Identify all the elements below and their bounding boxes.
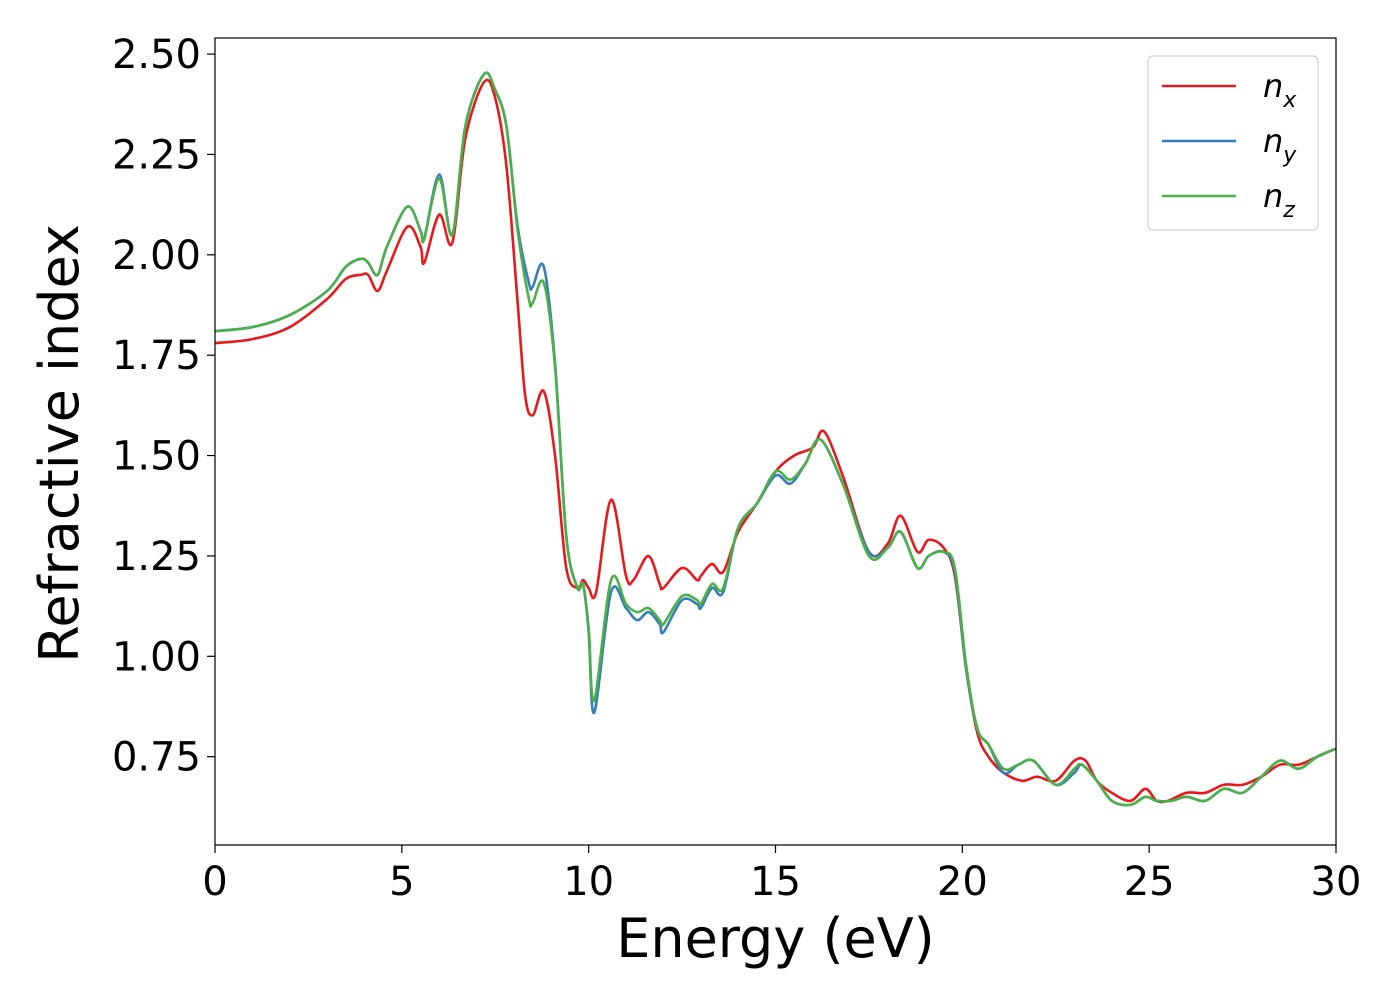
y-tick-label: 1.00 — [112, 634, 201, 680]
legend-label-sub: z — [1282, 198, 1295, 223]
x-tick-label: 15 — [750, 859, 801, 905]
y-axis: 0.75 1.00 1.25 1.50 1.75 2.00 2.25 2.50 — [112, 32, 215, 781]
x-axis-title: Energy (eV) — [616, 907, 935, 970]
y-tick-label: 2.00 — [112, 233, 201, 279]
x-tick-label: 0 — [202, 859, 227, 905]
legend-label: ny — [1263, 122, 1297, 168]
legend-label-main: n — [1263, 177, 1283, 215]
x-tick-label: 30 — [1311, 859, 1362, 905]
x-axis: 0 5 10 15 20 25 30 — [202, 845, 1361, 905]
y-tick-label: 0.75 — [112, 735, 201, 781]
series-line-n-x — [215, 78, 1336, 804]
series-line-n-z — [215, 71, 1336, 807]
y-tick-label: 2.25 — [112, 132, 201, 178]
legend-label-main: n — [1263, 67, 1283, 105]
y-tick-label: 1.25 — [112, 534, 201, 580]
x-tick-label: 25 — [1124, 859, 1175, 905]
legend-label: nx — [1263, 67, 1297, 113]
y-tick-label: 1.75 — [112, 333, 201, 379]
x-tick-label: 20 — [937, 859, 988, 905]
y-tick-label: 2.50 — [112, 32, 201, 78]
x-tick-label: 5 — [389, 859, 414, 905]
legend-label: nz — [1263, 177, 1295, 223]
legend-box — [1147, 55, 1319, 231]
legend-label-main: n — [1263, 122, 1283, 160]
series-layer — [215, 71, 1336, 807]
x-tick-label: 10 — [563, 859, 614, 905]
y-tick-label: 1.50 — [112, 434, 201, 480]
y-axis-title: Refractive index — [28, 224, 91, 663]
legend-label-sub: x — [1282, 88, 1297, 113]
legend-label-sub: y — [1282, 143, 1297, 168]
